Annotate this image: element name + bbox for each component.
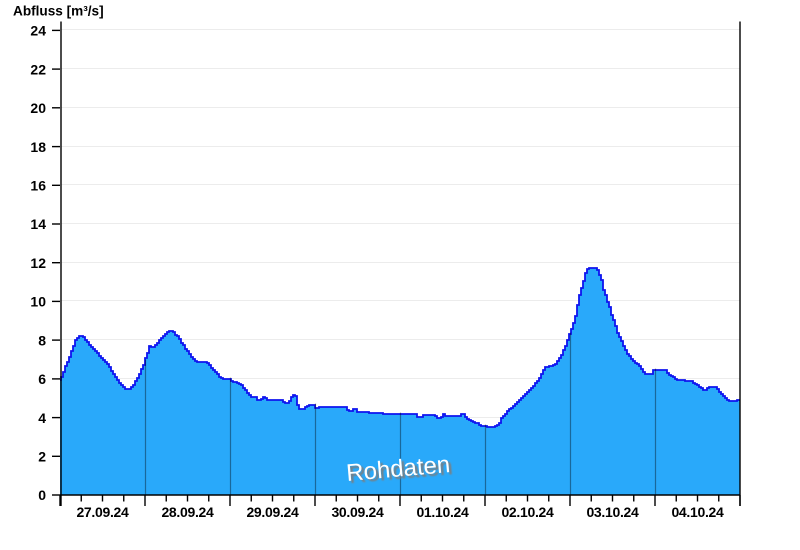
svg-text:22: 22 (30, 61, 46, 77)
svg-text:10: 10 (30, 294, 46, 310)
svg-text:6: 6 (38, 371, 46, 387)
svg-text:Abfluss [m³/s]: Abfluss [m³/s] (13, 4, 104, 19)
svg-text:8: 8 (38, 332, 46, 348)
svg-text:30.09.24: 30.09.24 (331, 504, 384, 520)
svg-text:02.10.24: 02.10.24 (501, 504, 554, 520)
svg-text:12: 12 (30, 255, 46, 271)
svg-text:4: 4 (38, 410, 46, 426)
svg-text:20: 20 (30, 100, 46, 116)
svg-text:2: 2 (38, 449, 46, 465)
svg-text:24: 24 (30, 23, 46, 39)
svg-text:03.10.24: 03.10.24 (586, 504, 639, 520)
svg-text:0: 0 (38, 487, 46, 503)
svg-text:29.09.24: 29.09.24 (246, 504, 299, 520)
svg-text:16: 16 (30, 178, 46, 194)
svg-text:28.09.24: 28.09.24 (161, 504, 214, 520)
svg-text:18: 18 (30, 139, 46, 155)
svg-text:27.09.24: 27.09.24 (76, 504, 129, 520)
svg-text:01.10.24: 01.10.24 (416, 504, 469, 520)
svg-text:14: 14 (30, 216, 46, 232)
svg-text:04.10.24: 04.10.24 (671, 504, 724, 520)
